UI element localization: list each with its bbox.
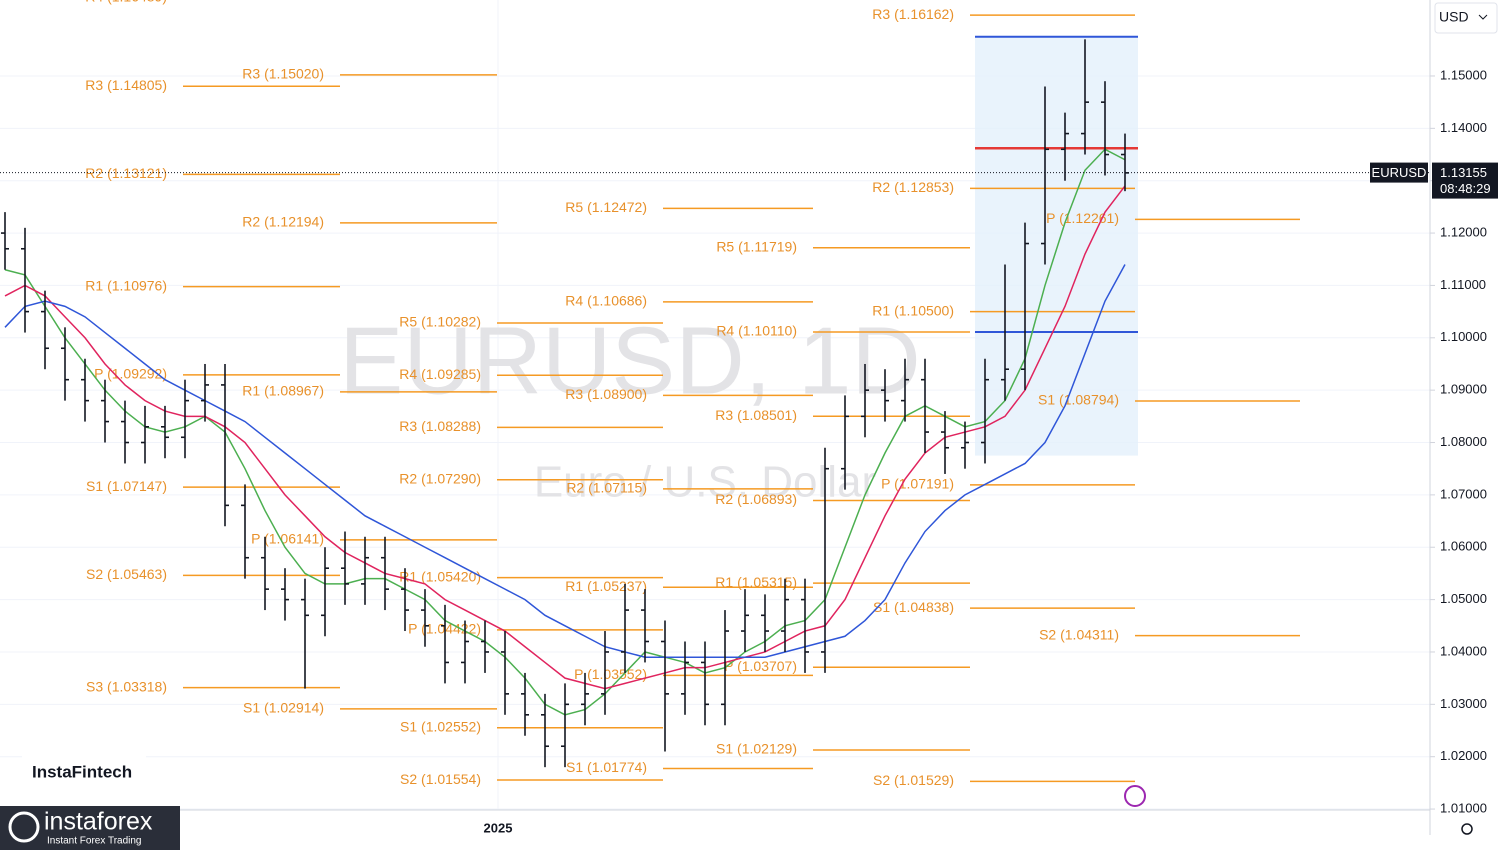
- y-tick-label: 1.09000: [1440, 382, 1487, 397]
- pivot-label: R1 (1.05315): [715, 574, 797, 590]
- symbol-tag: [1370, 162, 1428, 183]
- pivot-label: R3 (1.08900): [565, 386, 647, 402]
- pivot-label: R3 (1.08288): [399, 418, 481, 434]
- pivot-label: R3 (1.14805): [85, 77, 167, 93]
- logo-tagline: Instant Forex Trading: [47, 836, 142, 847]
- pivot-label: S1 (1.01774): [566, 759, 647, 775]
- y-tick-label: 1.15000: [1440, 67, 1487, 82]
- pivot-label: R2 (1.06893): [715, 491, 797, 507]
- pivot-label: S3 (1.03318): [86, 678, 167, 694]
- brand-box: [22, 737, 146, 801]
- y-tick-label: 1.02000: [1440, 748, 1487, 763]
- pivot-label: R5 (1.11719): [716, 238, 797, 254]
- logo: instaforex: [44, 808, 153, 836]
- volume-profile-range: [975, 36, 1138, 456]
- pivot-label: S1 (1.07147): [86, 478, 167, 494]
- currency-label[interactable]: USD: [1439, 9, 1469, 25]
- pivot-label: S1 (1.02552): [400, 718, 481, 734]
- pivot-label: R4 (1.10110): [716, 323, 797, 339]
- pivot-label: R5 (1.10282): [399, 314, 481, 330]
- y-tick-label: 1.03000: [1440, 696, 1487, 711]
- pivot-label: R3 (1.15020): [242, 66, 324, 82]
- pivot-label: R4 (1.10686): [565, 293, 647, 309]
- currency-selector[interactable]: [1434, 2, 1498, 34]
- price-label: 1.13155: [1440, 165, 1487, 180]
- pivot-label: R1 (1.10976): [85, 277, 167, 293]
- x-tick-label: 2025: [484, 820, 513, 835]
- dropdown-icon: [1478, 14, 1488, 20]
- pivot-label: S2 (1.01529): [873, 772, 954, 788]
- price-tag: [1432, 162, 1498, 199]
- pivot-label: S2 (1.01554): [400, 771, 481, 787]
- pivot-label: S1 (1.04838): [873, 599, 954, 615]
- watermark-subtitle: Euro / U.S. Dollar: [534, 458, 876, 507]
- y-tick-label: 1.07000: [1440, 486, 1487, 501]
- pivot-label: P (1.06141): [251, 531, 324, 547]
- pivot-label: R1 (1.10500): [872, 302, 954, 318]
- brand: InstaFintech: [32, 762, 132, 781]
- pivot-label: P (1.12261): [1046, 210, 1119, 226]
- y-tick-label: 1.01000: [1440, 800, 1487, 815]
- countdown-label: 08:48:29: [1440, 181, 1491, 196]
- settings-icon[interactable]: [1461, 823, 1473, 835]
- y-tick-label: 1.08000: [1440, 434, 1487, 449]
- pivot-label: R2 (1.07290): [399, 470, 481, 486]
- moving-average: [4, 185, 1126, 690]
- pivot-label: R2 (1.12194): [242, 214, 324, 230]
- logo-icon: [8, 811, 40, 843]
- pivot-label: R4 (1.16489): [85, 0, 167, 5]
- pivot-label: S1 (1.02129): [716, 741, 797, 757]
- pivot-label: P (1.03552): [574, 666, 647, 682]
- pivot-label: R3 (1.08501): [715, 407, 797, 423]
- pivot-label: P (1.03707): [724, 658, 797, 674]
- pivot-label: P (1.07191): [881, 476, 954, 492]
- y-tick-label: 1.11000: [1440, 277, 1486, 292]
- y-tick-label: 1.10000: [1440, 329, 1487, 344]
- pivot-label: R4 (1.09285): [399, 366, 481, 382]
- pivot-label: R2 (1.07115): [566, 480, 647, 496]
- pivot-label: R5 (1.12472): [565, 199, 647, 215]
- event-icon[interactable]: [1124, 785, 1146, 807]
- pivot-label: P (1.09292): [94, 366, 167, 382]
- pivot-label: R3 (1.16162): [872, 6, 954, 22]
- pivot-label: S1 (1.02914): [243, 700, 324, 716]
- y-tick-label: 1.05000: [1440, 591, 1487, 606]
- y-tick-label: 1.14000: [1440, 120, 1487, 135]
- watermark-title: EURUSD, 1D: [339, 307, 920, 414]
- pivot-label: S2 (1.05463): [86, 566, 167, 582]
- pivot-label: R2 (1.12853): [872, 179, 954, 195]
- pivot-label: S1 (1.08794): [1038, 392, 1119, 408]
- pivot-label: S2 (1.04311): [1039, 626, 1119, 642]
- y-tick-label: 1.04000: [1440, 643, 1487, 658]
- moving-average: [4, 264, 1126, 658]
- symbol-label: EURUSD: [1372, 165, 1427, 180]
- y-tick-label: 1.12000: [1440, 225, 1487, 240]
- pivot-label: R1 (1.08967): [242, 383, 324, 399]
- pivot-label: R1 (1.05237): [565, 578, 647, 594]
- y-tick-label: 1.06000: [1440, 539, 1487, 554]
- pivot-label: R1 (1.05420): [399, 568, 481, 584]
